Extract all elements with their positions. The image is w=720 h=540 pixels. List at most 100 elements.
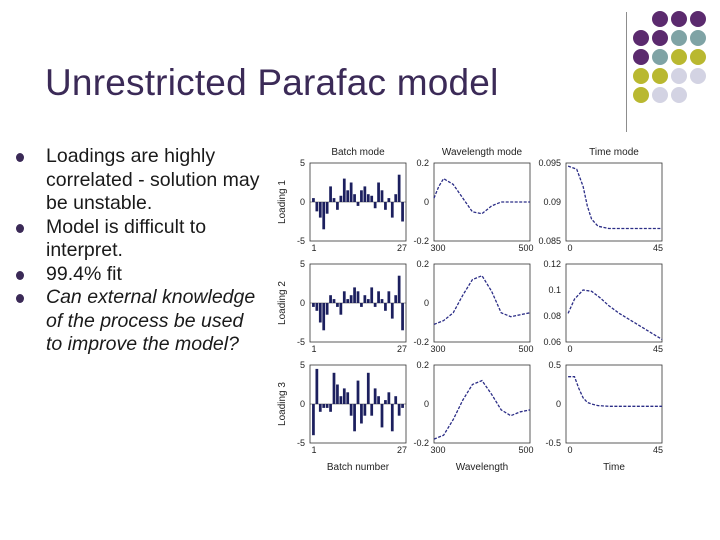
loading-bar <box>373 388 377 404</box>
y-tick-label: 0 <box>300 197 305 207</box>
loading-bar <box>336 202 339 210</box>
loading-bar <box>322 404 326 408</box>
loading-bar <box>373 202 377 209</box>
y-tick-label: -0.2 <box>413 438 429 448</box>
loading-bar <box>329 186 332 202</box>
loading-bar <box>315 202 319 212</box>
decorative-dot-olive <box>633 87 649 103</box>
panel-frame <box>433 364 531 444</box>
bullet-item: 99.4% fit <box>16 263 261 287</box>
x-tick-label: 27 <box>397 243 407 253</box>
loading-curve <box>567 165 662 230</box>
loading-bar <box>322 202 326 230</box>
loading-bar <box>339 396 343 404</box>
loading-bar <box>318 202 322 218</box>
loading-bar <box>322 303 326 331</box>
loading-bar <box>318 404 322 412</box>
loading-bar <box>342 388 346 404</box>
x-tick-label: 45 <box>653 344 663 354</box>
y-tick-label: 0.2 <box>416 360 429 370</box>
loading-bar <box>397 174 401 202</box>
loading-bar <box>387 392 391 404</box>
loading-bar <box>312 404 315 436</box>
x-tick-label: 500 <box>518 243 533 253</box>
loading-bar <box>346 190 350 202</box>
x-tick-label: 45 <box>653 445 663 455</box>
x-tick-label: 45 <box>653 243 663 253</box>
decorative-dot-olive <box>633 68 649 84</box>
column-title: Time mode <box>589 147 639 158</box>
decorative-dot-teal <box>690 30 706 46</box>
loading-bar <box>363 295 367 303</box>
y-tick-label: 0.095 <box>538 158 561 168</box>
loading-bar <box>349 404 353 416</box>
x-tick-label: 27 <box>397 344 407 354</box>
loading-bar <box>332 299 336 303</box>
decorative-dot-teal <box>652 49 668 65</box>
loading-bar <box>366 299 370 303</box>
loading-bar <box>380 190 384 202</box>
loading-bar <box>356 380 360 404</box>
loading-bar <box>318 303 322 323</box>
decorative-dot-purple <box>633 30 649 46</box>
decorative-dot-grid <box>633 11 706 103</box>
loading-bar <box>394 295 398 303</box>
loading-bar <box>390 404 394 432</box>
y-tick-label: -0.2 <box>413 236 429 246</box>
loading-bar <box>366 372 370 404</box>
row-label: Loading 1 <box>277 180 288 224</box>
y-tick-label: -5 <box>297 236 305 246</box>
loading-bar <box>377 182 380 202</box>
loading-bar <box>325 303 329 315</box>
y-tick-label: 0.1 <box>548 285 561 295</box>
loading-bar <box>353 404 356 432</box>
decorative-dot-purple <box>633 49 649 65</box>
y-tick-label: 0.12 <box>543 259 561 269</box>
y-tick-label: 0 <box>556 399 561 409</box>
row-label: Loading 3 <box>277 382 288 426</box>
bullet-dot-icon <box>16 153 24 162</box>
decorative-vertical-rule <box>626 12 627 132</box>
x-axis-label: Batch number <box>327 462 390 473</box>
panel-frame <box>565 364 663 444</box>
loading-bar <box>394 194 398 202</box>
loading-bar <box>342 291 346 303</box>
decorative-dot-olive <box>652 68 668 84</box>
bullet-item: Loadings are highly correlated - solutio… <box>16 145 261 216</box>
bullet-text: 99.4% fit <box>46 262 122 285</box>
x-tick-label: 0 <box>567 445 572 455</box>
y-tick-label: 0.2 <box>416 259 429 269</box>
loading-bar <box>332 198 336 202</box>
y-tick-label: 0.085 <box>538 236 561 246</box>
y-tick-label: 0 <box>424 298 429 308</box>
loading-bar <box>349 182 353 202</box>
bullet-dot-icon <box>16 294 24 303</box>
loading-bar <box>342 178 346 202</box>
loading-bar <box>390 202 394 218</box>
loading-bar <box>360 190 363 202</box>
loading-bar <box>397 275 401 303</box>
loading-bar <box>380 299 384 303</box>
decorative-dot-olive <box>671 49 687 65</box>
loading-bar <box>390 303 394 319</box>
loading-bar <box>370 287 374 303</box>
x-tick-label: 500 <box>518 445 533 455</box>
y-tick-label: 0.2 <box>416 158 429 168</box>
loading-bar <box>401 303 404 331</box>
loading-bar <box>363 186 367 202</box>
column-title: Wavelength mode <box>442 147 523 158</box>
loading-bar <box>384 202 387 210</box>
loading-curve <box>567 289 663 340</box>
decorative-dot-lavender <box>652 87 668 103</box>
row-label: Loading 2 <box>277 281 288 325</box>
loading-bar <box>353 194 356 202</box>
y-tick-label: 0.5 <box>548 360 561 370</box>
loading-bar <box>312 198 315 202</box>
x-tick-label: 1 <box>311 243 316 253</box>
y-tick-label: 0 <box>300 298 305 308</box>
loading-bar <box>401 404 404 408</box>
loading-bar <box>387 198 391 202</box>
x-tick-label: 0 <box>567 243 572 253</box>
loading-bar <box>329 295 332 303</box>
slide-title: Unrestricted Parafac model <box>45 62 499 103</box>
